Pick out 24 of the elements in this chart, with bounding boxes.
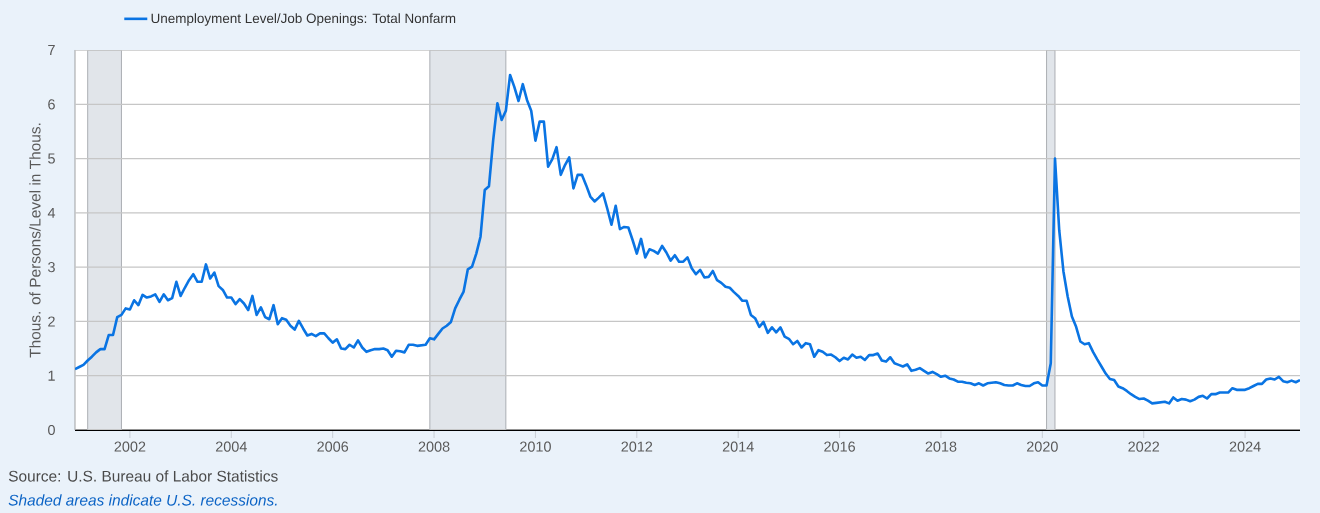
x-tick-label: 2012 [621,441,653,452]
text: Shaded areas indicate U.S. recessions. [8,494,277,506]
y-tick-label: 5 [48,153,55,164]
x-tick-label: 2004 [215,441,247,452]
x-tick-label: 2014 [722,441,754,452]
y-tick-label: 6 [48,99,55,110]
y-tick-label: 1 [48,370,55,381]
y-tick-label: 3 [48,262,55,273]
x-tick-label: 2020 [1026,441,1058,452]
x-tick-label: 2008 [418,441,450,452]
x-tick-label: 2022 [1128,441,1160,452]
x-tick-label: 2024 [1229,441,1261,452]
x-tick-label: 2006 [317,441,349,452]
y-tick-label: 7 [48,45,55,55]
x-tick-label: 2016 [824,441,855,452]
x-tick-label: 2002 [114,441,146,452]
source-note: Source: U.S. Bureau of Labor Statistics [8,470,278,482]
x-tick-label: 2010 [520,441,551,452]
x-tick-label: 2018 [925,441,957,452]
legend-label: Unemployment Level/Job Openings: Total Nonfarm [151,13,456,26]
y-tick-label: 0 [48,424,55,436]
y-tick-label: 4 [47,207,56,218]
y-tick-label: 2 [48,316,55,327]
y-axis-title: Thous. of Persons/Level in Thous. [29,123,41,358]
